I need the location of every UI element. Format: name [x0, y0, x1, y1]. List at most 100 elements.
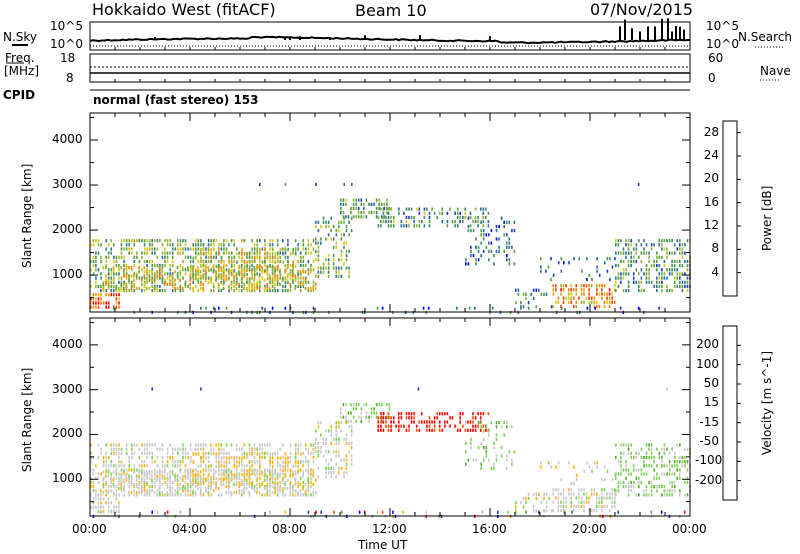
data-cell [386, 403, 388, 407]
data-cell [297, 273, 300, 277]
data-cell [243, 489, 246, 493]
data-cell [269, 477, 271, 481]
data-cell [601, 500, 603, 504]
data-cell [340, 407, 342, 411]
data-cell [143, 270, 146, 274]
data-cell [243, 282, 245, 286]
data-cell [210, 239, 212, 243]
data-cell [382, 220, 385, 224]
data-cell [345, 254, 348, 258]
data-cell [251, 452, 253, 456]
data-cell [223, 477, 225, 481]
data-cell [335, 233, 338, 237]
data-cell [287, 248, 289, 252]
data-cell [573, 509, 575, 513]
data-cell [187, 485, 189, 489]
data-cell [141, 268, 143, 272]
data-cell [653, 284, 655, 288]
data-cell [467, 262, 470, 266]
data-cell [204, 274, 207, 278]
data-cell [390, 207, 392, 211]
data-cell [100, 297, 102, 301]
data-cell [95, 493, 97, 497]
data-cell [156, 476, 159, 480]
data-cell [563, 261, 565, 265]
data-cell [340, 466, 343, 470]
data-cell [253, 284, 256, 288]
data-cell [625, 464, 627, 468]
data-cell [382, 207, 385, 211]
data-cell [590, 492, 593, 496]
data-cell [102, 478, 105, 482]
data-cell [648, 447, 650, 451]
data-cell [218, 455, 220, 460]
data-cell [158, 491, 161, 495]
data-cell [635, 451, 638, 455]
data-cell [212, 306, 215, 310]
data-cell [271, 284, 274, 288]
data-cell [204, 270, 207, 274]
data-cell [495, 425, 498, 429]
data-cell [387, 207, 390, 211]
data-cell [325, 437, 327, 441]
data-cell [347, 411, 350, 415]
data-cell [679, 276, 681, 280]
data-cell [312, 284, 315, 288]
data-cell [97, 251, 100, 255]
data-cell [327, 450, 330, 454]
data-cell [650, 264, 653, 268]
data-cell [169, 485, 171, 489]
data-cell [650, 455, 653, 460]
n-tick-right-bottom: 10^0 [706, 37, 739, 51]
data-cell [230, 443, 233, 447]
data-cell [567, 288, 570, 292]
data-cell [490, 241, 493, 245]
data-cell [92, 259, 95, 264]
data-cell [312, 286, 314, 291]
data-cell [282, 239, 284, 243]
data-cell [465, 262, 467, 266]
data-cell [632, 247, 635, 251]
data-cell [617, 460, 620, 464]
data-cell [130, 282, 133, 286]
data-cell [263, 486, 266, 491]
data-cell [282, 260, 284, 264]
data-cell [136, 485, 138, 489]
data-cell [146, 493, 148, 497]
data-cell [666, 247, 668, 251]
data-cell [382, 420, 385, 424]
data-cell [241, 256, 243, 260]
data-cell [199, 478, 202, 482]
data-cell [309, 266, 312, 270]
data-cell [241, 452, 243, 456]
data-cell [506, 258, 508, 262]
data-cell [650, 464, 653, 468]
y-tick-label-2-1: 2000 [52, 426, 83, 441]
data-cell [187, 266, 189, 270]
data-cell [156, 239, 159, 243]
data-cell [118, 443, 120, 447]
data-cell [187, 476, 189, 480]
data-cell [177, 243, 179, 247]
data-cell [261, 470, 263, 474]
data-cell [444, 424, 446, 428]
data-cell [225, 306, 228, 310]
data-cell [287, 239, 289, 243]
data-cell [545, 492, 548, 496]
data-cell [246, 480, 248, 485]
data-cell [622, 247, 625, 251]
data-cell [622, 468, 625, 472]
data-cell [92, 468, 95, 472]
data-cell [310, 243, 312, 247]
data-cell [663, 264, 666, 268]
data-cell [459, 211, 461, 215]
data-cell [317, 274, 320, 278]
data-cell [238, 473, 241, 477]
data-cell [575, 473, 578, 477]
data-cell [113, 276, 115, 280]
data-cell [601, 488, 603, 492]
data-cell [383, 202, 386, 206]
data-cell [269, 510, 271, 514]
data-cell [338, 220, 340, 224]
data-cell [294, 472, 297, 476]
